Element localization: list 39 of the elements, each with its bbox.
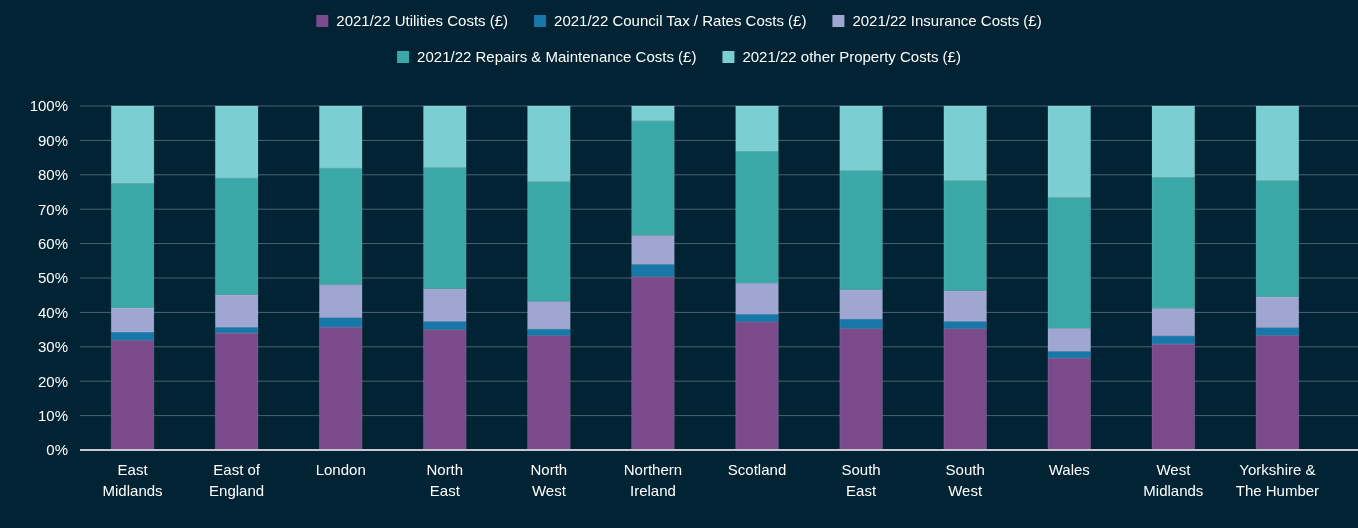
category-label: West (531, 482, 566, 499)
category-label: England (209, 482, 265, 499)
category-label: West (948, 482, 983, 499)
category-label: Northern (623, 461, 683, 478)
category-label: London (315, 461, 366, 478)
legend-label: 2021/22 other Property Costs (£) (742, 48, 961, 65)
y-tick-label: 20% (37, 372, 68, 390)
category-label: Midlands (1143, 482, 1204, 499)
category-label: Scotland (727, 461, 787, 478)
category-label: South (945, 461, 985, 478)
y-tick-label: 50% (37, 269, 68, 287)
y-tick-label: 100% (29, 97, 68, 115)
category-label: East (117, 461, 148, 478)
category-label: East (846, 482, 877, 499)
category-label: Ireland (630, 482, 676, 499)
legend-label: 2021/22 Council Tax / Rates Costs (£) (554, 12, 807, 29)
y-tick-label: 0% (46, 441, 68, 459)
category-label: East of (213, 461, 260, 478)
y-tick-label: 70% (37, 200, 68, 218)
bar (214, 332, 259, 451)
category-label: North (426, 461, 464, 478)
category-label: East (429, 482, 460, 499)
category-label: West (1156, 461, 1191, 478)
y-tick-label: 80% (37, 166, 68, 184)
category-label: South (841, 461, 881, 478)
category-label: The Humber (1235, 482, 1320, 499)
bar (527, 334, 571, 451)
legend-label: 2021/22 Insurance Costs (£) (852, 12, 1042, 29)
category-label: Midlands (102, 482, 163, 499)
y-tick-label: 30% (37, 338, 68, 356)
legend-label: 2021/22 Repairs & Maintenance Costs (£) (417, 48, 697, 65)
category-label: Wales (1048, 461, 1090, 478)
y-tick-label: 90% (37, 131, 68, 149)
y-tick-label: 60% (37, 234, 68, 252)
category-label: Yorkshire & (1239, 461, 1316, 478)
y-tick-label: 10% (37, 406, 68, 424)
category-label: North (530, 461, 568, 478)
legend-label: 2021/22 Utilities Costs (£) (336, 12, 509, 29)
y-tick-label: 40% (37, 303, 68, 321)
